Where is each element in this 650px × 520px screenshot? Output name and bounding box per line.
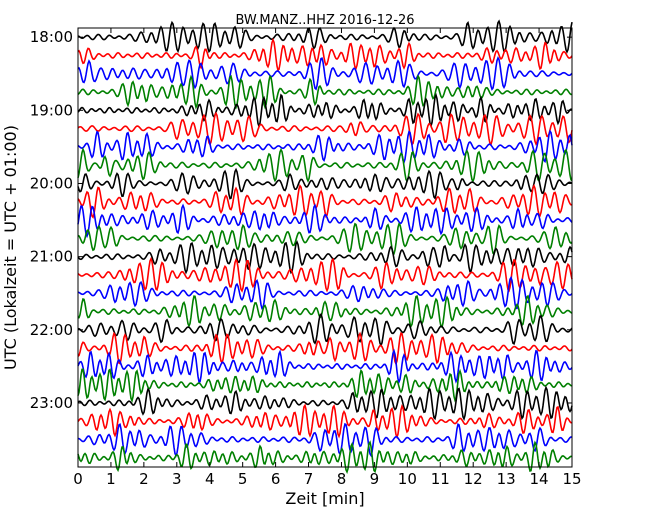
y-tick-label: 21:00 — [30, 248, 73, 266]
y-tick-label: 23:00 — [30, 394, 73, 412]
y-tick-label: 22:00 — [30, 321, 73, 339]
y-tick-label: 20:00 — [30, 174, 73, 192]
x-tick-label: 11 — [431, 470, 450, 488]
chart-title: BW.MANZ..HHZ 2016-12-26 — [235, 13, 414, 28]
x-tick-label: 12 — [464, 470, 483, 488]
x-axis: 0 1 2 3 4 5 6 7 8 9 10 11 12 13 14 15 — [73, 28, 582, 488]
seismogram-trace — [77, 111, 573, 147]
x-tick-label: 4 — [205, 470, 215, 488]
seismogram-trace — [77, 331, 573, 367]
seismogram-trace — [77, 312, 573, 348]
y-tick-label: 19:00 — [30, 101, 73, 119]
seismogram-trace — [77, 222, 573, 256]
x-axis-title: Zeit [min] — [285, 489, 364, 508]
seismogram-trace — [77, 440, 573, 474]
seismogram-trace — [77, 183, 573, 219]
x-tick-label: 5 — [238, 470, 248, 488]
seismogram-trace — [77, 368, 573, 404]
x-tick-label: 0 — [73, 470, 83, 488]
seismogram-trace — [77, 385, 573, 421]
seismogram-trace — [77, 240, 573, 275]
seismogram-trace — [77, 74, 573, 110]
seismogram-trace — [77, 294, 573, 329]
y-tick-label: 18:00 — [30, 28, 73, 46]
x-tick-label: 8 — [337, 470, 347, 488]
x-tick-label: 2 — [139, 470, 149, 488]
seismogram-trace — [77, 403, 573, 440]
seismogram-trace — [77, 37, 573, 72]
x-tick-label: 1 — [106, 470, 116, 488]
seismogram-trace — [77, 56, 573, 91]
x-tick-label: 13 — [497, 470, 516, 488]
y-axis: 18:00 19:00 20:00 21:00 22:00 23:00 — [30, 28, 572, 412]
x-tick-label: 15 — [562, 470, 581, 488]
seismogram-trace — [77, 147, 573, 184]
x-tick-label: 10 — [398, 470, 417, 488]
plot-frame — [77, 27, 573, 468]
seismogram-trace — [77, 275, 573, 310]
trace-group — [77, 19, 573, 474]
seismogram-trace — [77, 422, 573, 458]
seismogram-trace — [77, 92, 573, 129]
seismogram-trace — [77, 256, 573, 293]
x-tick-label: 14 — [530, 470, 549, 488]
x-tick-label: 3 — [172, 470, 182, 488]
x-tick-label: 9 — [370, 470, 380, 488]
seismogram-trace — [77, 348, 573, 385]
y-axis-title: UTC (Lokalzeit = UTC + 01:00) — [1, 125, 20, 370]
seismogram-trace — [77, 203, 573, 239]
seismogram-trace — [77, 167, 573, 200]
x-tick-label: 7 — [304, 470, 314, 488]
x-tick-label: 6 — [271, 470, 281, 488]
seismogram-trace — [77, 129, 573, 165]
